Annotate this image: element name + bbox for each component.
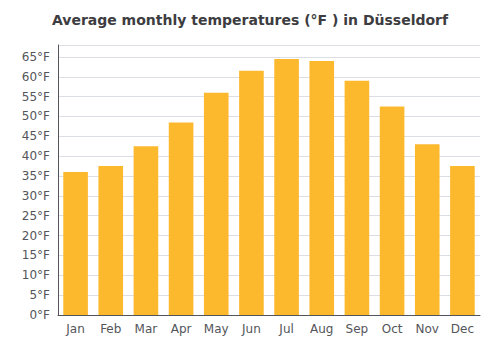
- svg-text:Aug: Aug: [310, 322, 333, 336]
- svg-text:50°F: 50°F: [22, 109, 50, 123]
- svg-text:60°F: 60°F: [22, 70, 50, 84]
- svg-text:10°F: 10°F: [22, 268, 50, 282]
- svg-text:Jun: Jun: [241, 322, 261, 336]
- svg-text:0°F: 0°F: [29, 308, 50, 322]
- svg-text:25°F: 25°F: [22, 209, 50, 223]
- svg-text:Apr: Apr: [171, 322, 192, 336]
- svg-text:Oct: Oct: [382, 322, 403, 336]
- svg-text:30°F: 30°F: [22, 189, 50, 203]
- svg-text:5°F: 5°F: [29, 288, 50, 302]
- svg-text:35°F: 35°F: [22, 169, 50, 183]
- svg-text:Feb: Feb: [100, 322, 121, 336]
- svg-text:Jul: Jul: [278, 322, 293, 336]
- svg-text:Mar: Mar: [135, 322, 158, 336]
- svg-text:45°F: 45°F: [22, 129, 50, 143]
- svg-text:Jan: Jan: [65, 322, 85, 336]
- svg-text:55°F: 55°F: [22, 90, 50, 104]
- svg-text:Nov: Nov: [416, 322, 439, 336]
- svg-text:15°F: 15°F: [22, 248, 50, 262]
- svg-text:20°F: 20°F: [22, 229, 50, 243]
- svg-text:65°F: 65°F: [22, 50, 50, 64]
- svg-text:Dec: Dec: [451, 322, 474, 336]
- svg-text:May: May: [204, 322, 229, 336]
- svg-text:40°F: 40°F: [22, 149, 50, 163]
- svg-text:Average monthly temperatures (: Average monthly temperatures (°F ) in Dü…: [52, 12, 449, 28]
- svg-text:Sep: Sep: [346, 322, 369, 336]
